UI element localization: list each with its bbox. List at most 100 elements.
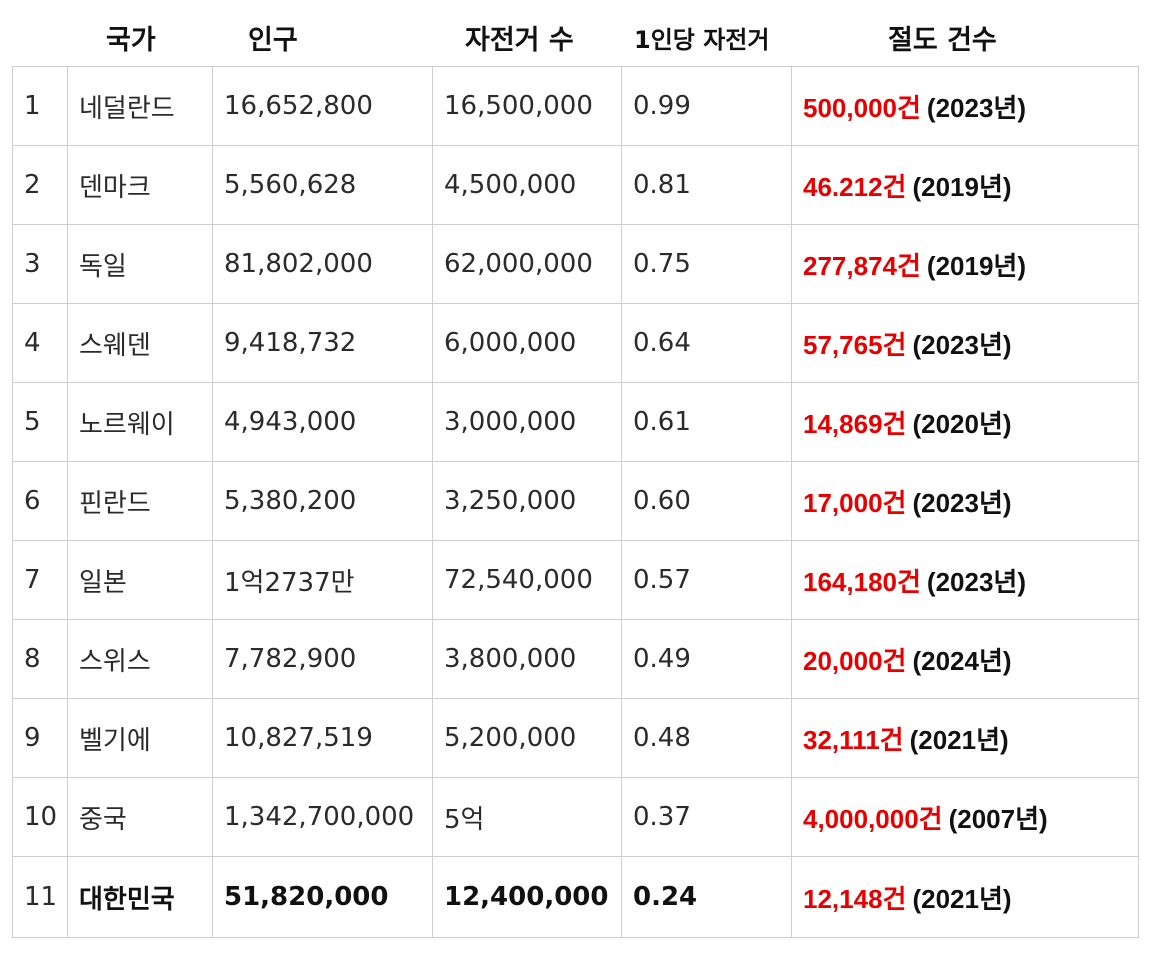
- theft-count: 277,874건: [803, 250, 921, 281]
- header-per-capita: 1인당 자전거: [634, 26, 770, 54]
- thefts-cell: 500,000건 (2023년): [791, 66, 1139, 146]
- rank-cell: 2: [12, 145, 68, 225]
- country-cell: 중국: [67, 777, 213, 857]
- country-cell: 네덜란드: [67, 66, 213, 146]
- theft-count: 12,148건: [803, 883, 907, 914]
- per-capita-cell: 0.81: [621, 145, 792, 225]
- table-row: 11 대한민국 51,820,000 12,400,000 0.24 12,148건 (20…: [12, 856, 1139, 938]
- table-row: 7 일본 1억2737만 72,540,000 0.57 164,180건 (2023년): [12, 540, 1139, 620]
- theft-count: 4,000,000건: [803, 803, 943, 834]
- theft-count: 46.212건: [803, 171, 907, 202]
- theft-year: (2021년): [912, 883, 1012, 914]
- table-row: 9 벨기에 10,827,519 5,200,000 0.48 32,111건 (2021년…: [12, 698, 1139, 778]
- bicycles-cell: 5,200,000: [432, 698, 622, 778]
- population-cell: 10,827,519: [212, 698, 433, 778]
- theft-count: 500,000건: [803, 92, 921, 123]
- theft-count: 20,000건: [803, 645, 907, 676]
- rank-cell: 5: [12, 382, 68, 462]
- theft-year: (2021년): [909, 724, 1009, 755]
- country-cell: 덴마크: [67, 145, 213, 225]
- rank-cell: 9: [12, 698, 68, 778]
- bicycles-cell: 62,000,000: [432, 224, 622, 304]
- theft-year: (2023년): [926, 92, 1026, 123]
- per-capita-cell: 0.60: [621, 461, 792, 541]
- rank-cell: 1: [12, 66, 68, 146]
- table-header: 국가 인구 자전거 수 1인당 자전거 절도 건수: [0, 0, 1151, 66]
- population-cell: 1억2737만: [212, 540, 433, 620]
- header-population: 인구: [248, 25, 298, 56]
- rank-cell: 8: [12, 619, 68, 699]
- population-cell: 1,342,700,000: [212, 777, 433, 857]
- per-capita-cell: 0.99: [621, 66, 792, 146]
- thefts-cell: 32,111건 (2021년): [791, 698, 1139, 778]
- thefts-cell: 57,765건 (2023년): [791, 303, 1139, 383]
- population-cell: 9,418,732: [212, 303, 433, 383]
- table-row: 6 핀란드 5,380,200 3,250,000 0.60 17,000건 (2023년): [12, 461, 1139, 541]
- population-cell: 16,652,800: [212, 66, 433, 146]
- bicycles-cell: 3,000,000: [432, 382, 622, 462]
- thefts-cell: 277,874건 (2019년): [791, 224, 1139, 304]
- rank-cell: 7: [12, 540, 68, 620]
- country-cell: 벨기에: [67, 698, 213, 778]
- table-row: 4 스웨덴 9,418,732 6,000,000 0.64 57,765건 (2023년): [12, 303, 1139, 383]
- bicycle-theft-table: 1 네덜란드 16,652,800 16,500,000 0.99 500,000건 (20…: [12, 66, 1139, 938]
- theft-year: (2023년): [926, 566, 1026, 597]
- theft-year: (2019년): [926, 250, 1026, 281]
- per-capita-cell: 0.49: [621, 619, 792, 699]
- theft-year: (2023년): [912, 329, 1012, 360]
- bicycles-cell: 6,000,000: [432, 303, 622, 383]
- rank-cell: 3: [12, 224, 68, 304]
- per-capita-cell: 0.61: [621, 382, 792, 462]
- theft-count: 164,180건: [803, 566, 921, 597]
- thefts-cell: 4,000,000건 (2007년): [791, 777, 1139, 857]
- theft-year: (2020년): [912, 408, 1012, 439]
- bicycles-cell: 12,400,000: [432, 856, 622, 938]
- bicycles-cell: 72,540,000: [432, 540, 622, 620]
- theft-count: 17,000건: [803, 487, 907, 518]
- theft-count: 57,765건: [803, 329, 907, 360]
- population-cell: 5,560,628: [212, 145, 433, 225]
- theft-year: (2024년): [912, 645, 1012, 676]
- thefts-cell: 17,000건 (2023년): [791, 461, 1139, 541]
- bicycles-cell: 3,800,000: [432, 619, 622, 699]
- header-country: 국가: [106, 25, 156, 56]
- country-cell: 스위스: [67, 619, 213, 699]
- thefts-cell: 14,869건 (2020년): [791, 382, 1139, 462]
- table-row: 2 덴마크 5,560,628 4,500,000 0.81 46.212건 (2019년): [12, 145, 1139, 225]
- table-row: 5 노르웨이 4,943,000 3,000,000 0.61 14,869건 (2020년…: [12, 382, 1139, 462]
- bicycles-cell: 4,500,000: [432, 145, 622, 225]
- header-thefts: 절도 건수: [888, 25, 997, 56]
- bicycles-cell: 16,500,000: [432, 66, 622, 146]
- country-cell: 노르웨이: [67, 382, 213, 462]
- theft-year: (2023년): [912, 487, 1012, 518]
- table-row: 8 스위스 7,782,900 3,800,000 0.49 20,000건 (2024년): [12, 619, 1139, 699]
- population-cell: 51,820,000: [212, 856, 433, 938]
- theft-year: (2007년): [948, 803, 1048, 834]
- thefts-cell: 46.212건 (2019년): [791, 145, 1139, 225]
- thefts-cell: 164,180건 (2023년): [791, 540, 1139, 620]
- bicycles-cell: 3,250,000: [432, 461, 622, 541]
- table-row: 10 중국 1,342,700,000 5억 0.37 4,000,000건 (2007년): [12, 777, 1139, 857]
- header-bicycles: 자전거 수: [465, 25, 574, 56]
- population-cell: 7,782,900: [212, 619, 433, 699]
- per-capita-cell: 0.48: [621, 698, 792, 778]
- rank-cell: 4: [12, 303, 68, 383]
- table-row: 1 네덜란드 16,652,800 16,500,000 0.99 500,000건 (20…: [12, 66, 1139, 146]
- per-capita-cell: 0.24: [621, 856, 792, 938]
- population-cell: 4,943,000: [212, 382, 433, 462]
- country-cell: 일본: [67, 540, 213, 620]
- theft-count: 14,869건: [803, 408, 907, 439]
- theft-year: (2019년): [912, 171, 1012, 202]
- per-capita-cell: 0.75: [621, 224, 792, 304]
- per-capita-cell: 0.64: [621, 303, 792, 383]
- rank-cell: 11: [12, 856, 68, 938]
- bicycles-cell: 5억: [432, 777, 622, 857]
- thefts-cell: 20,000건 (2024년): [791, 619, 1139, 699]
- country-cell: 핀란드: [67, 461, 213, 541]
- table-row: 3 독일 81,802,000 62,000,000 0.75 277,874건 (2019…: [12, 224, 1139, 304]
- per-capita-cell: 0.57: [621, 540, 792, 620]
- country-cell: 대한민국: [67, 856, 213, 938]
- thefts-cell: 12,148건 (2021년): [791, 856, 1139, 938]
- rank-cell: 10: [12, 777, 68, 857]
- country-cell: 스웨덴: [67, 303, 213, 383]
